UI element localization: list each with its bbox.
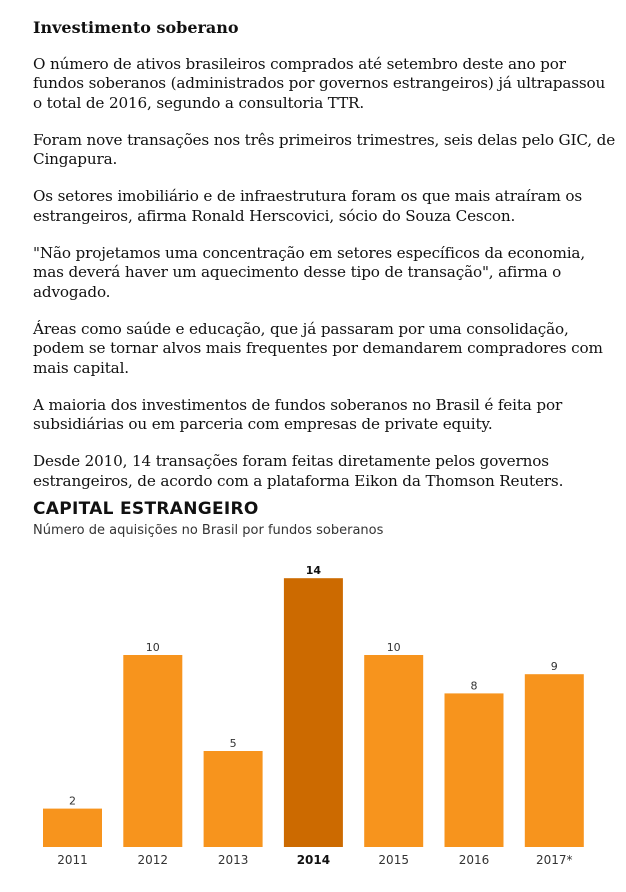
bar-2013 <box>203 751 263 847</box>
bar-2012 <box>123 655 183 847</box>
article: Investimento soberano O número de ativos… <box>33 18 618 509</box>
bar-2011 <box>43 808 102 847</box>
chart-title: CAPITAL ESTRANGEIRO <box>33 499 259 519</box>
bar-2015 <box>364 655 424 847</box>
bar-value-label: 14 <box>306 564 322 577</box>
bar-value-label: 10 <box>387 641 401 654</box>
bar-value-label: 5 <box>230 737 237 750</box>
article-paragraph: A maioria dos investimentos de fundos so… <box>33 395 563 434</box>
chart-subtitle: Número de aquisições no Brasil por fundo… <box>33 523 384 538</box>
bar-2014 <box>283 578 343 847</box>
bar-value-label: 10 <box>146 641 160 654</box>
bar-value-label: 9 <box>551 660 558 673</box>
article-paragraph: Os setores imobiliário e de infraestrutu… <box>33 187 583 225</box>
x-tick-label: 2014 <box>297 853 330 867</box>
article-paragraph: "Não projetamos uma concentração em seto… <box>33 244 585 301</box>
bar-2017* <box>524 674 584 847</box>
x-tick-label: 2016 <box>459 853 490 867</box>
bar-chart: 2 2011 10 2012 5 2013 14 2014 10 2015 8 2016 9 2017* <box>43 564 584 867</box>
article-paragraph: O número de ativos brasileiros comprados… <box>33 55 606 112</box>
article-paragraph: Foram nove transações nos três primeiros… <box>33 130 616 169</box>
bar-2016 <box>444 693 504 847</box>
x-tick-label: 2015 <box>378 853 409 867</box>
x-tick-label: 2013 <box>218 853 249 867</box>
article-paragraph: Desde 2010, 14 transações foram feitas d… <box>33 452 564 490</box>
x-tick-label: 2012 <box>138 853 169 867</box>
x-tick-label: 2011 <box>57 853 88 867</box>
x-tick-label: 2017* <box>536 853 573 867</box>
article-headline: Investimento soberano <box>33 18 239 37</box>
bar-value-label: 8 <box>471 679 478 692</box>
article-paragraph: Áreas como saúde e educação, que já pass… <box>33 319 603 377</box>
bar-value-label: 2 <box>69 795 76 808</box>
